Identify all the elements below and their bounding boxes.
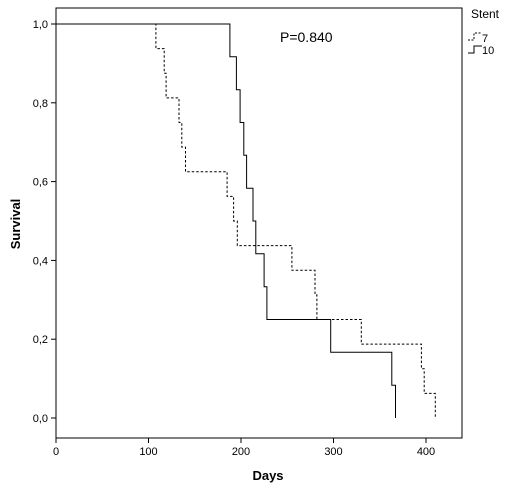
- survival-curve-10: [56, 23, 396, 418]
- axis-ticks: 0 100 200 300 400 0,0 0,2 0,4 0,6 0,8 1,0: [33, 19, 435, 458]
- y-tick-label: 0,8: [33, 98, 48, 110]
- legend-label-10: 10: [482, 45, 494, 57]
- x-tick-label: 200: [232, 446, 250, 458]
- y-tick-label: 0,4: [33, 255, 48, 267]
- p-value-annotation: P=0.840: [280, 29, 333, 45]
- y-tick-label: 0,0: [33, 413, 48, 425]
- x-tick-label: 100: [139, 446, 157, 458]
- y-tick-label: 0,6: [33, 177, 48, 189]
- x-tick-label: 400: [417, 446, 435, 458]
- legend-swatch-10: [468, 45, 482, 54]
- x-tick-label: 0: [53, 446, 59, 458]
- legend-title: Stent: [471, 7, 500, 21]
- legend-label-7: 7: [482, 33, 488, 45]
- legend-swatch-7: [468, 32, 482, 41]
- y-axis-title: Survival: [8, 199, 23, 250]
- plot-frame: [55, 7, 463, 439]
- y-tick-label: 1,0: [33, 19, 48, 31]
- y-tick-label: 0,2: [33, 334, 48, 346]
- survival-curve-7: [56, 23, 436, 418]
- legend: Stent 7 10: [468, 7, 500, 57]
- series-layer: [56, 23, 436, 418]
- x-tick-label: 300: [324, 446, 342, 458]
- x-axis-title: Days: [252, 468, 283, 483]
